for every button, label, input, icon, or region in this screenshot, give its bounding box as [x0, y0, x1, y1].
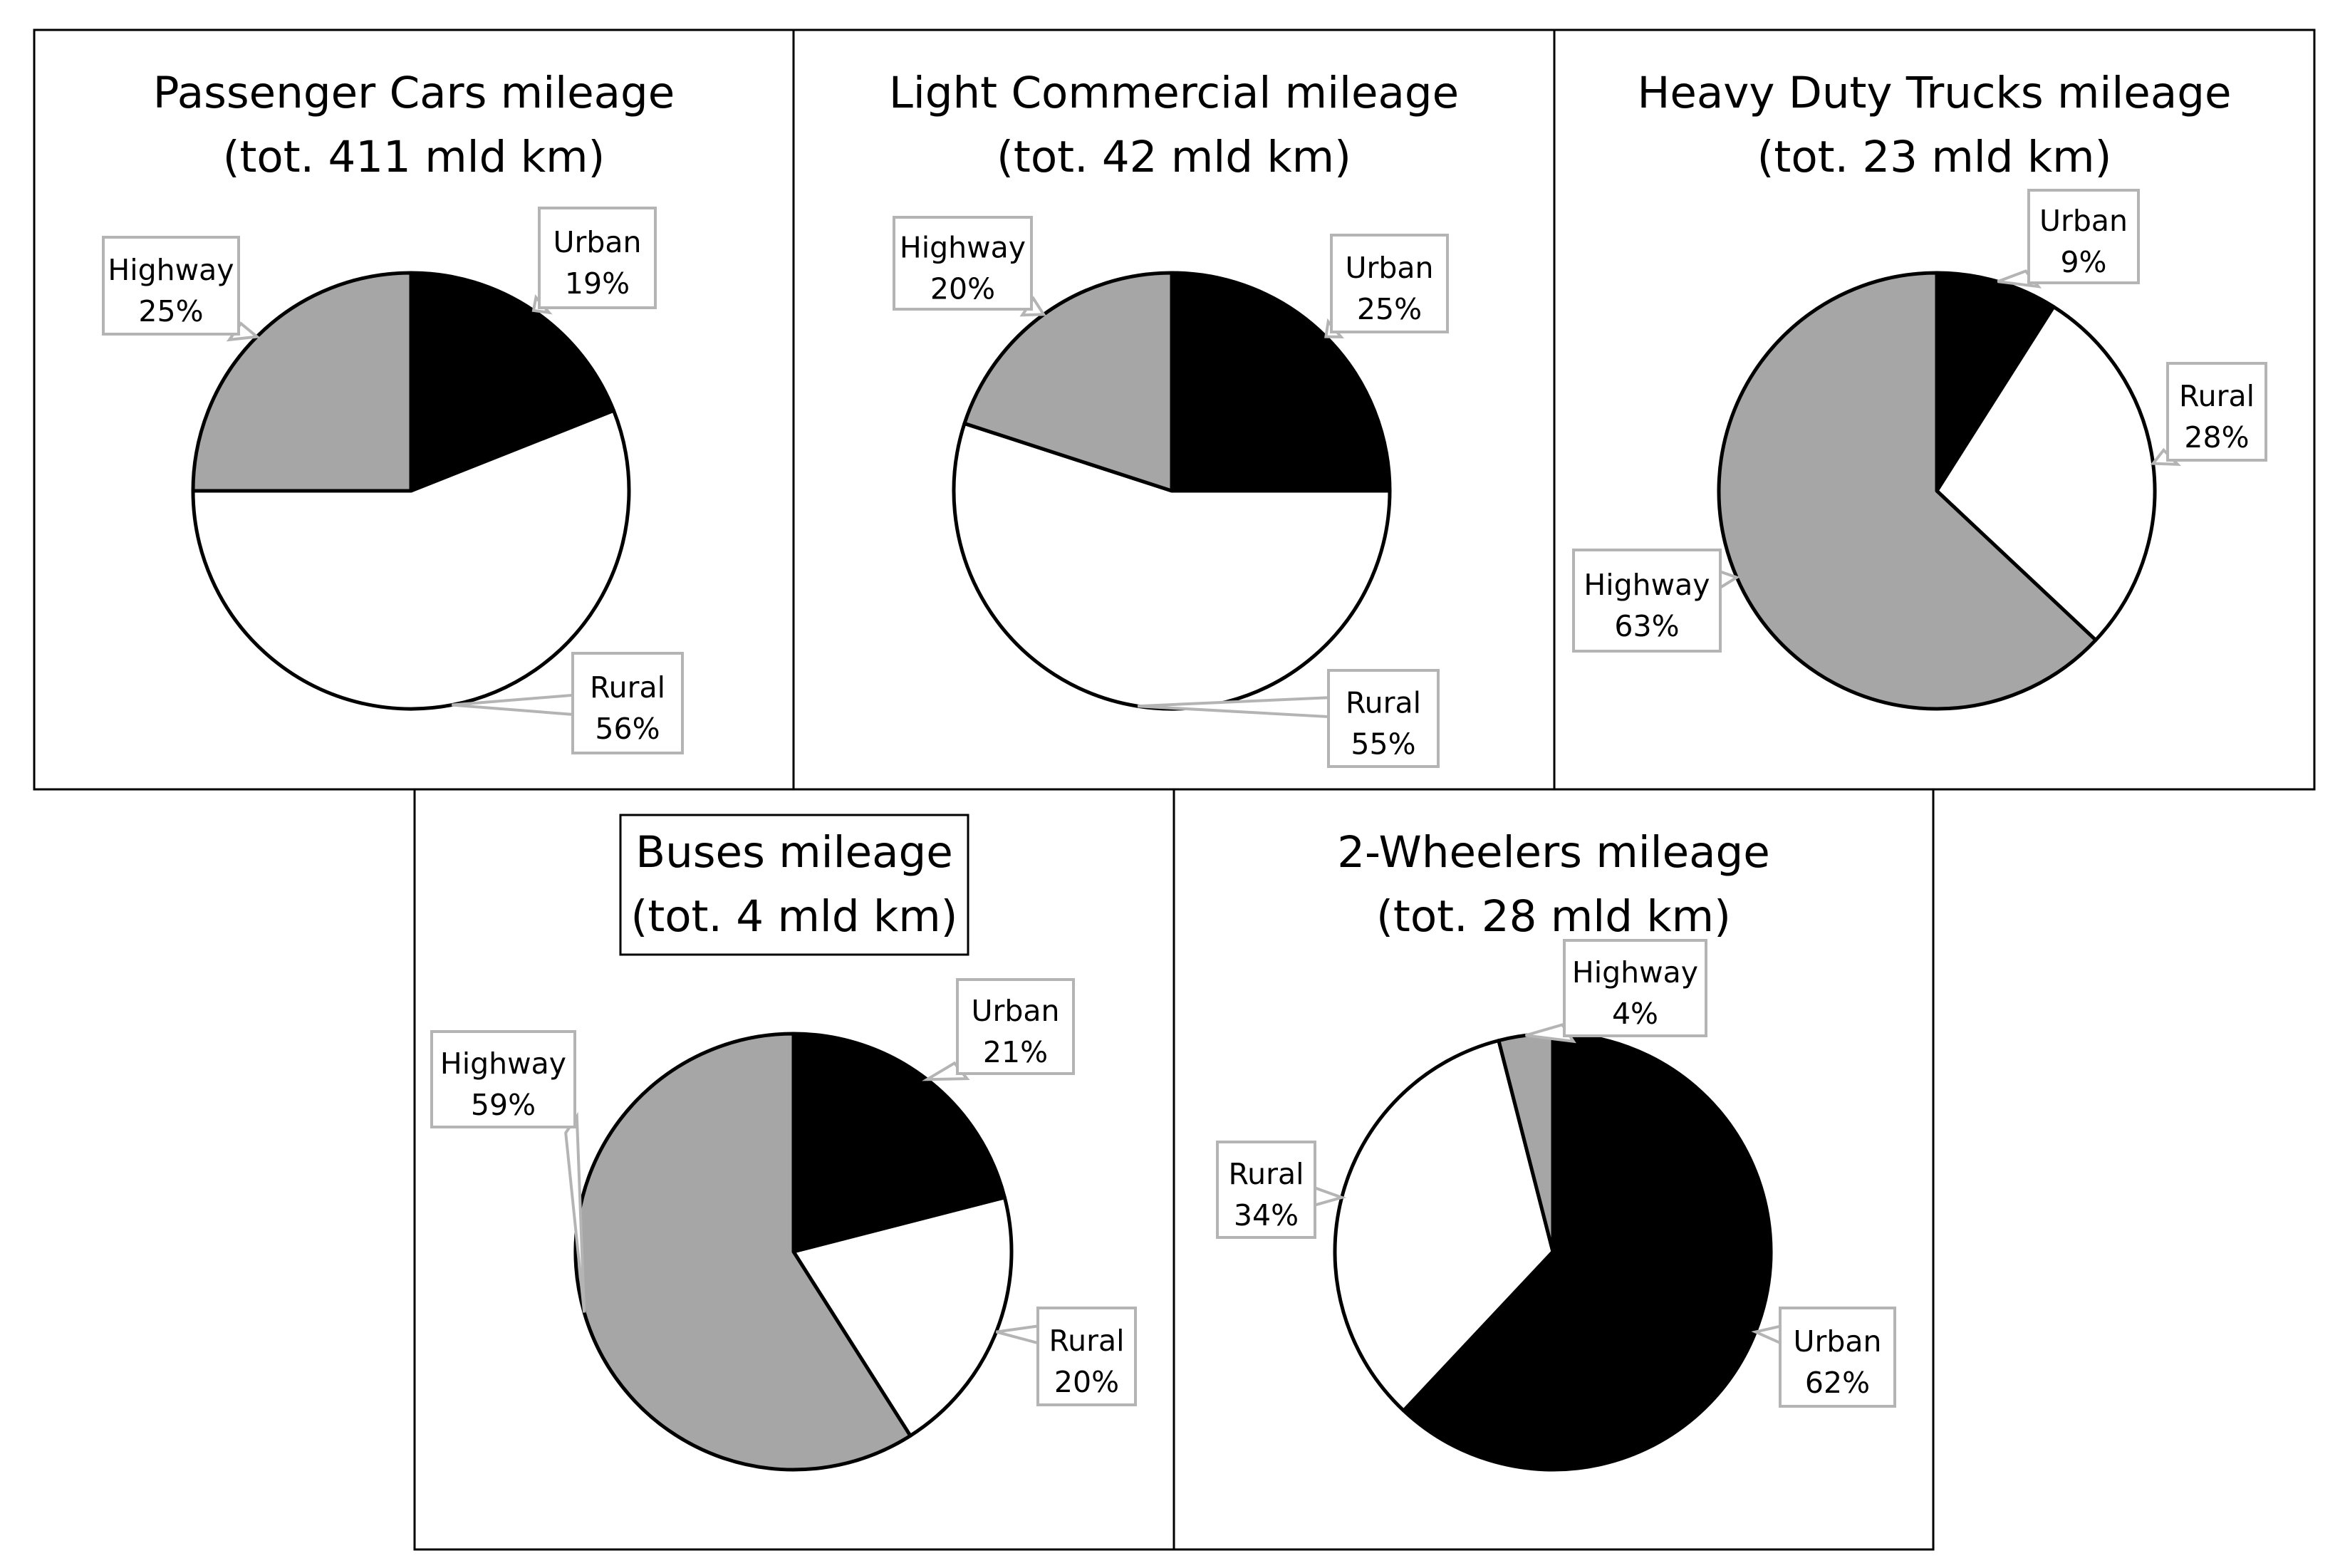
data-label-value: 21% [983, 1035, 1048, 1069]
callout-fill [105, 239, 237, 333]
data-label-value: 34% [1234, 1198, 1299, 1232]
callout-fill [1333, 237, 1446, 331]
data-label-category: Rural [1228, 1157, 1304, 1191]
chart-title-line-1: Passenger Cars mileage [153, 68, 675, 118]
data-label-value: 55% [1351, 727, 1415, 762]
chart-subtitle-total: (tot. 42 mld km) [997, 132, 1351, 182]
data-label-value: 62% [1805, 1366, 1870, 1400]
data-label-category: Highway [108, 253, 234, 287]
chart-panel-2: Light Commercial mileage (tot. 42 mld km)… [792, 28, 1556, 791]
data-label-value: 9% [2060, 245, 2106, 279]
data-label-value: 56% [595, 712, 660, 746]
data-label-highway: Highway 20% [893, 216, 1046, 317]
data-label-value: 63% [1614, 609, 1679, 643]
callout-fill [1330, 672, 1437, 765]
data-label-value: 25% [1357, 292, 1422, 326]
chart-title-line-1: 2-Wheelers mileage [1337, 827, 1770, 878]
data-label-rural: Rural 55% [1137, 669, 1440, 768]
callout-fill [1219, 1143, 1314, 1236]
chart-subtitle-total: (tot. 4 mld km) [631, 891, 958, 942]
data-label-category: Urban [1793, 1324, 1881, 1359]
data-label-value: 20% [930, 272, 995, 306]
data-label-value: 28% [2184, 420, 2249, 455]
data-label-urban: Urban 21% [921, 978, 1075, 1081]
data-label-highway: Highway 59% [430, 1030, 586, 1313]
callout-fill [2169, 365, 2264, 459]
chart-panel-5: 2-Wheelers mileage (tot. 28 mld km) Urban 6… [1172, 788, 1935, 1551]
data-label-category: Rural [1346, 686, 1421, 720]
chart-panel-3: Heavy Duty Trucks mileage (tot. 23 mld km… [1553, 28, 2316, 791]
data-label-value: 20% [1054, 1365, 1119, 1399]
data-label-category: Urban [971, 994, 1059, 1028]
data-label-category: Highway [900, 231, 1026, 265]
data-label-category: Urban [1345, 251, 1433, 285]
callout-fill [541, 209, 654, 306]
data-label-category: Highway [440, 1047, 566, 1081]
callout-fill [2030, 192, 2137, 281]
data-label-value: 59% [471, 1088, 536, 1122]
data-label-category: Rural [2179, 379, 2255, 413]
data-label-highway: Highway 4% [1525, 939, 1707, 1044]
callout-fill [1566, 942, 1705, 1034]
data-label-rural: Rural 20% [995, 1307, 1137, 1406]
data-label-category: Rural [1049, 1324, 1124, 1358]
data-label-rural: Rural 34% [1216, 1141, 1347, 1239]
callout-fill [1575, 551, 1719, 650]
chart-title-line-1: Buses mileage [635, 827, 952, 878]
callout-fill [895, 219, 1030, 308]
chart-subtitle-total: (tot. 28 mld km) [1376, 891, 1731, 942]
chart-subtitle-total: (tot. 23 mld km) [1757, 132, 2112, 182]
data-label-category: Rural [590, 670, 665, 705]
data-label-value: 25% [138, 294, 203, 328]
data-label-category: Urban [2039, 204, 2128, 238]
data-label-category: Urban [553, 225, 641, 259]
data-label-urban: Urban 25% [1324, 234, 1449, 338]
chart-title-box [619, 814, 969, 956]
data-label-value: 19% [565, 266, 630, 301]
chart-title-line-1: Light Commercial mileage [889, 68, 1459, 118]
chart-subtitle-total: (tot. 411 mld km) [223, 132, 605, 182]
callout-fill [1782, 1309, 1893, 1405]
data-label-value: 4% [1612, 997, 1658, 1031]
chart-panel-4: Buses mileage (tot. 4 mld km) Urban 21% Rura… [413, 788, 1175, 1551]
chart-panel-1: Passenger Cars mileage (tot. 411 mld km) U… [33, 28, 795, 791]
callout-fill [574, 655, 681, 752]
callout-fill [959, 981, 1072, 1072]
chart-title-line-1: Heavy Duty Trucks mileage [1638, 68, 2232, 118]
data-label-urban: Urban 9% [1997, 189, 2140, 289]
data-label-highway: Highway 25% [102, 236, 261, 342]
data-label-category: Highway [1584, 568, 1710, 602]
data-label-category: Highway [1572, 955, 1698, 990]
callout-fill [433, 1033, 573, 1126]
data-label-urban: Urban 62% [1751, 1307, 1896, 1408]
data-label-highway: Highway 63% [1572, 549, 1740, 653]
data-label-rural: Rural 28% [2150, 362, 2267, 466]
callout-fill [1039, 1309, 1134, 1403]
data-label-urban: Urban 19% [531, 207, 657, 315]
data-label-rural: Rural 56% [452, 652, 684, 754]
